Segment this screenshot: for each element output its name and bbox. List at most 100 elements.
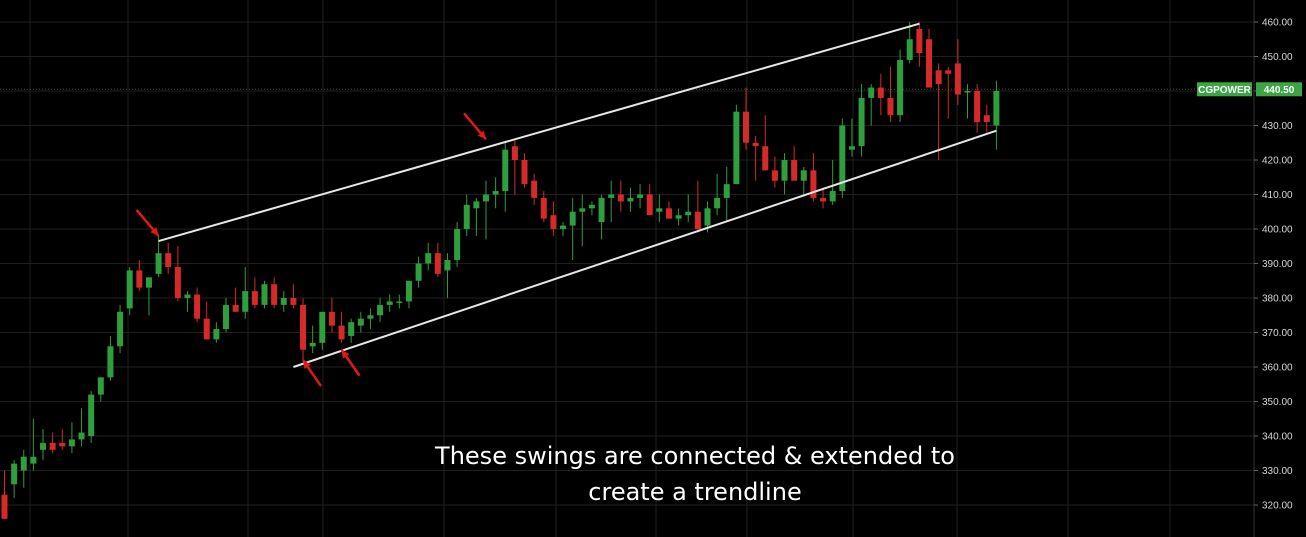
price-tick-label: 330.00	[1262, 466, 1293, 477]
candle-9	[88, 391, 95, 443]
candle-74	[714, 173, 721, 216]
candle-43	[415, 256, 422, 288]
candle-19	[184, 291, 191, 312]
candle-75	[723, 166, 730, 223]
candle-body	[357, 318, 364, 326]
candle-25	[242, 266, 249, 319]
candle-93	[897, 49, 904, 123]
candle-5	[49, 432, 56, 454]
lower-trendline	[293, 129, 997, 368]
candle-body	[897, 59, 904, 116]
candle-31	[300, 298, 307, 361]
candle-body	[126, 270, 133, 309]
candle-body	[145, 277, 152, 288]
candle-70	[675, 208, 682, 226]
candle-body	[945, 70, 952, 74]
candle-body	[184, 294, 191, 298]
candle-body	[300, 304, 307, 350]
candle-23	[222, 298, 229, 333]
candle-body	[20, 456, 27, 471]
candle-17	[165, 242, 172, 274]
price-tick-label: 390.00	[1262, 259, 1293, 270]
candle-body	[637, 194, 644, 198]
candle-body	[174, 266, 181, 298]
candle-66	[637, 184, 644, 209]
candle-6	[59, 429, 66, 450]
candle-body	[68, 439, 75, 447]
candle-body	[877, 87, 884, 98]
candle-body	[714, 197, 721, 209]
symbol-badge	[1197, 82, 1252, 97]
candle-body	[59, 442, 66, 447]
upper-trendline	[158, 22, 920, 243]
candle-body	[781, 160, 788, 181]
candle-body	[511, 146, 518, 160]
candle-body	[222, 304, 229, 330]
candle-0	[1, 470, 8, 519]
candle-body	[743, 111, 750, 143]
candle-86	[829, 160, 836, 205]
candle-65	[627, 187, 634, 212]
candle-100	[964, 84, 971, 119]
candle-body	[444, 260, 451, 271]
candle-85	[820, 187, 827, 209]
candle-84	[810, 153, 817, 202]
candle-body	[771, 170, 778, 181]
candle-18	[174, 246, 181, 302]
candle-body	[165, 253, 172, 267]
candle-body	[531, 180, 538, 198]
candle-8	[78, 408, 85, 447]
price-tick-label: 450.00	[1262, 52, 1293, 63]
candle-15	[145, 277, 152, 316]
candle-body	[1, 494, 8, 519]
candle-body	[993, 91, 1000, 126]
candle-body	[810, 170, 817, 198]
candle-body	[155, 253, 162, 274]
annotation-line-2: create a trendline	[588, 478, 802, 506]
candle-body	[579, 208, 586, 212]
candle-57	[550, 201, 557, 236]
candle-body	[560, 225, 567, 229]
candle-54	[521, 153, 528, 188]
candle-11	[107, 335, 114, 381]
candle-89	[858, 84, 865, 157]
candle-21	[203, 301, 210, 340]
candle-body	[858, 97, 865, 147]
arrow-2	[340, 349, 361, 377]
candle-77	[743, 87, 750, 150]
candle-61	[588, 201, 595, 216]
candle-body	[463, 204, 470, 229]
candle-3	[30, 418, 37, 471]
candle-body	[588, 204, 595, 209]
candle-16	[155, 235, 162, 278]
candle-body	[30, 456, 37, 464]
candle-body	[40, 442, 47, 450]
candle-72	[694, 180, 701, 233]
candle-body	[540, 197, 547, 219]
candle-27	[261, 280, 268, 309]
candle-41	[396, 294, 403, 309]
candle-78	[752, 135, 759, 181]
arrow-1	[302, 359, 323, 387]
arrow-head	[341, 349, 350, 359]
candle-body	[733, 111, 740, 185]
arrow-0	[135, 209, 160, 237]
annotation-line-1: These swings are connected & extended to	[435, 442, 955, 470]
candle-body	[136, 270, 143, 288]
candle-35	[338, 311, 345, 343]
candle-14	[136, 260, 143, 292]
price-tick-label: 430.00	[1262, 121, 1293, 132]
candle-4	[40, 429, 47, 461]
candle-body	[107, 346, 114, 378]
candle-63	[608, 180, 615, 223]
candle-body	[88, 394, 95, 436]
grid-lines	[0, 0, 1254, 537]
candle-47	[454, 222, 461, 267]
candle-12	[117, 304, 124, 354]
candle-body	[309, 342, 316, 347]
candle-102	[983, 104, 990, 133]
candle-68	[656, 194, 663, 223]
candle-body	[251, 291, 258, 305]
candle-71	[685, 194, 692, 223]
candles	[1, 22, 1000, 519]
